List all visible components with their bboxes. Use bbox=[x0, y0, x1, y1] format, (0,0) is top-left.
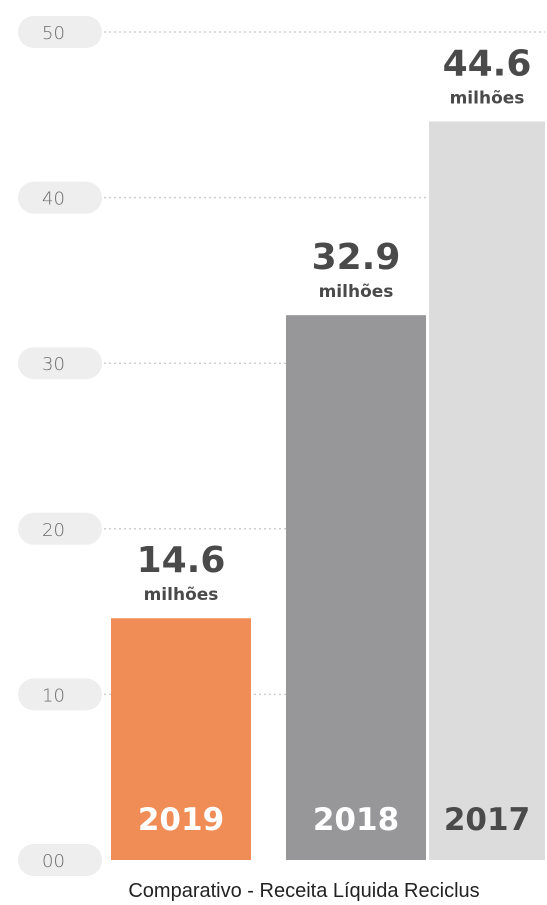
y-tick-pill-20 bbox=[18, 512, 102, 545]
value-label-2017: 44.6 bbox=[443, 43, 532, 84]
value-label-2019: 14.6 bbox=[137, 540, 226, 581]
unit-label-2017: milhões bbox=[450, 88, 525, 108]
y-tick-pill-10 bbox=[18, 678, 102, 711]
category-label-2018: 2018 bbox=[313, 802, 399, 838]
bars bbox=[111, 121, 545, 860]
bar-labels: 14.6 milhões 2019 32.9 milhões 2018 44.6 milhõe… bbox=[137, 43, 532, 838]
y-tick-label-20: 20 bbox=[42, 520, 65, 541]
y-tick-pill-40 bbox=[18, 181, 102, 214]
bar-2017 bbox=[429, 121, 545, 860]
y-tick-label-00: 00 bbox=[42, 851, 65, 872]
y-tick-label-30: 30 bbox=[42, 354, 65, 375]
unit-label-2019: milhões bbox=[144, 585, 219, 605]
bar-2019 bbox=[111, 618, 251, 860]
category-label-2017: 2017 bbox=[444, 802, 530, 838]
unit-label-2018: milhões bbox=[319, 282, 394, 302]
y-axis-ticks: 00 10 20 30 40 50 bbox=[18, 16, 102, 876]
chart-caption: Comparativo - Receita Líquida Reciclus bbox=[128, 880, 479, 902]
bar-2018 bbox=[286, 315, 426, 860]
y-tick-label-50: 50 bbox=[42, 23, 65, 44]
value-label-2018: 32.9 bbox=[312, 237, 401, 278]
category-label-2019: 2019 bbox=[138, 802, 224, 838]
y-tick-pill-00 bbox=[18, 844, 102, 876]
y-tick-label-10: 10 bbox=[42, 685, 65, 706]
y-tick-pill-30 bbox=[18, 347, 102, 380]
y-tick-label-40: 40 bbox=[42, 189, 65, 210]
y-tick-pill-50 bbox=[18, 16, 102, 48]
